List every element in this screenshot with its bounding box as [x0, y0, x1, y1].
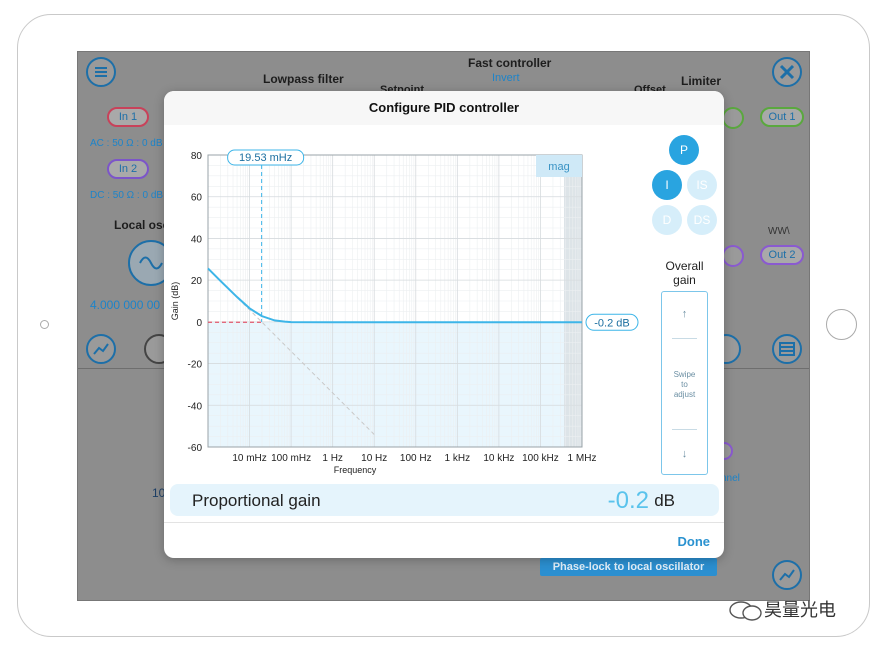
corner-frequency-badge	[227, 149, 305, 166]
x-tick-label: 10 kHz	[483, 453, 514, 464]
done-button[interactable]: Done	[677, 534, 711, 549]
x-tick-label: 1 MHz	[568, 453, 597, 464]
term-toggle-p[interactable]: P	[669, 135, 699, 165]
trend-icon	[779, 569, 795, 581]
output-2-button[interactable]: Out 2	[760, 245, 804, 265]
settings-tools-button[interactable]	[772, 57, 802, 87]
proportional-gain-row[interactable]: Proportional gain -0.2 dB	[170, 484, 719, 516]
mag-tab	[536, 155, 582, 177]
term-toggle-i[interactable]: I	[652, 170, 682, 200]
grid-menu-button[interactable]	[772, 334, 802, 364]
gain-readout-badge	[585, 313, 639, 331]
output-1-dot	[722, 107, 744, 129]
corner-frequency-label: 19.53 mHz	[239, 152, 292, 164]
input-2-button[interactable]: In 2	[107, 159, 149, 179]
gain-readout-label: -0.2 dB	[594, 317, 629, 329]
y-tick-label: 40	[191, 234, 203, 245]
x-tick-label: 10 mHz	[232, 453, 266, 464]
y-tick-label: 20	[191, 276, 203, 287]
scope-button[interactable]	[86, 334, 116, 364]
x-tick-label: 1 kHz	[445, 453, 471, 464]
swipe-hint: Swipe to adjust	[673, 370, 696, 399]
swipe-divider	[672, 338, 697, 339]
term-toggle-d[interactable]: D	[652, 205, 682, 235]
x-tick-label: 1 Hz	[322, 453, 343, 464]
waveform-glyph: WW\	[768, 226, 790, 237]
camera	[40, 320, 49, 329]
y-tick-label: 60	[191, 193, 203, 204]
overall-gain-label: Overall gain	[665, 259, 704, 287]
x-axis-label: Frequency	[334, 465, 377, 475]
pid-config-dialog: Configure PID controller 80 60 40 20 0 -20 -40…	[164, 91, 724, 558]
menu-button[interactable]	[86, 57, 116, 87]
watermark: 昊量光电	[728, 596, 836, 622]
arrow-up-icon: ↑	[681, 308, 688, 320]
overall-gain-swipe[interactable]: ↑ Swipe to adjust ↓	[661, 291, 708, 475]
phase-lock-button[interactable]: Phase-lock to local oscillator	[540, 558, 717, 576]
y-axis-label: Gain (dB)	[170, 282, 180, 321]
home-button[interactable]	[826, 309, 857, 340]
partial-channel-label: nnel	[721, 473, 740, 484]
x-tick-label: 100 mHz	[271, 453, 311, 464]
table-icon	[779, 342, 795, 356]
plot-frame	[207, 154, 583, 448]
local-oscillator-label: Local osc	[114, 218, 170, 232]
output-1-button[interactable]: Out 1	[760, 107, 804, 127]
proportional-gain-label: Proportional gain	[192, 491, 321, 510]
mag-tab-label: mag	[548, 161, 569, 173]
dialog-title: Configure PID controller	[164, 91, 724, 125]
sine-wave-icon	[139, 256, 163, 270]
fast-controller-label: Fast controller	[468, 56, 552, 70]
wechat-logo	[729, 601, 762, 621]
gain-curve	[207, 267, 582, 324]
bode-plot[interactable]: 80 60 40 20 0 -20 -40 -60 10 mHz 100 mHz 1 Hz 10 Hz…	[164, 125, 639, 480]
y-tick-label: -20	[188, 360, 203, 371]
partial-label-left: 10	[152, 486, 166, 500]
input-1-settings[interactable]: AC : 50 Ω : 0 dB	[90, 138, 163, 149]
input-2-settings[interactable]: DC : 50 Ω : 0 dB	[90, 190, 164, 201]
lowpass-filter-label: Lowpass filter	[263, 72, 344, 86]
x-tick-label: 10 Hz	[361, 453, 387, 464]
y-tick-label: -40	[188, 401, 203, 412]
y-tick-label: 0	[196, 318, 202, 329]
arrow-down-icon: ↓	[681, 448, 688, 460]
x-tick-label: 100 Hz	[400, 453, 432, 464]
y-tick-label: -60	[188, 443, 203, 454]
bode-plot-svg: 80 60 40 20 0 -20 -40 -60 10 mHz 100 mHz 1 Hz 10 Hz…	[170, 149, 639, 475]
tools-icon	[779, 64, 795, 80]
term-toggle-is[interactable]: IS	[687, 170, 717, 200]
scope-button-bottom[interactable]	[772, 560, 802, 590]
swipe-divider	[672, 429, 697, 430]
dialog-footer-divider	[164, 522, 724, 523]
trend-icon	[93, 343, 109, 355]
limiter-label: Limiter	[681, 74, 722, 88]
hamburger-icon	[95, 67, 107, 77]
proportional-gain-unit: dB	[654, 491, 675, 510]
y-tick-label: 80	[191, 151, 203, 162]
proportional-gain-value[interactable]: -0.2	[607, 487, 649, 514]
invert-label[interactable]: Invert	[492, 72, 520, 84]
input-1-button[interactable]: In 1	[107, 107, 149, 127]
output-2-dot	[722, 245, 744, 267]
x-tick-label: 100 kHz	[522, 453, 559, 464]
oscillator-frequency-readout[interactable]: 4.000 000 00	[90, 298, 161, 312]
term-toggle-ds[interactable]: DS	[687, 205, 717, 235]
